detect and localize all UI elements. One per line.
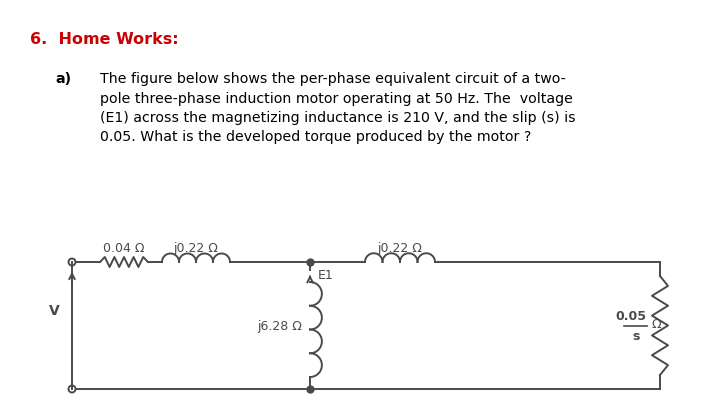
- Text: a): a): [55, 72, 71, 86]
- Text: E1: E1: [318, 269, 334, 282]
- Text: j0.22 Ω: j0.22 Ω: [174, 241, 218, 254]
- Text: s: s: [632, 329, 639, 342]
- Text: j6.28 Ω: j6.28 Ω: [257, 319, 302, 332]
- Text: j0.22 Ω: j0.22 Ω: [377, 241, 423, 254]
- Text: Ω: Ω: [652, 317, 662, 330]
- Text: The figure below shows the per-phase equivalent circuit of a two-
pole three-pha: The figure below shows the per-phase equ…: [100, 72, 575, 144]
- Text: V: V: [49, 304, 60, 318]
- Text: 0.04 Ω: 0.04 Ω: [103, 241, 145, 254]
- Text: 6.  Home Works:: 6. Home Works:: [30, 32, 179, 47]
- Text: 0.05: 0.05: [615, 309, 646, 322]
